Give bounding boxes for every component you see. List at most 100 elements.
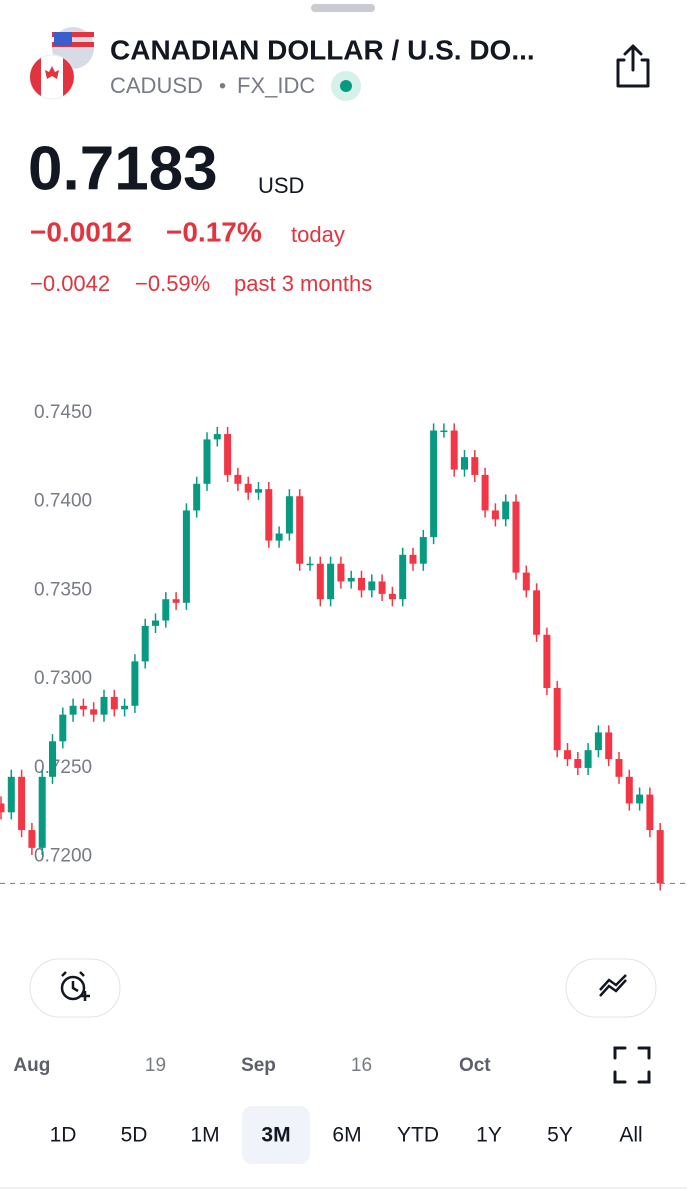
candle-body	[656, 830, 664, 884]
x-tick-label: Sep	[241, 1055, 276, 1076]
candle-body	[296, 496, 304, 564]
y-tick-label: 0.7250	[34, 757, 92, 778]
y-tick-label: 0.7200	[34, 846, 92, 867]
flag-icons	[29, 27, 94, 100]
candle-body	[419, 537, 427, 564]
candle-body	[646, 794, 654, 831]
y-tick-label: 0.7400	[34, 491, 92, 512]
candle-body	[213, 434, 221, 440]
candle-body	[203, 439, 211, 484]
candle-body	[285, 496, 293, 534]
drag-handle[interactable]	[311, 4, 375, 12]
alert-icon	[60, 971, 90, 1001]
candle-body	[90, 709, 98, 715]
candle-body	[141, 625, 149, 662]
symbol-title: CANADIAN DOLLAR / U.S. DO...	[110, 34, 535, 65]
candle-body	[316, 563, 324, 600]
candle-body	[0, 803, 5, 813]
y-tick-label: 0.7300	[34, 668, 92, 689]
candle-body	[502, 501, 510, 520]
candle-body	[615, 759, 623, 777]
candle-body	[553, 688, 561, 751]
candle-body	[121, 705, 129, 710]
candle-body	[358, 577, 365, 591]
candle-body	[378, 581, 386, 594]
separator: •	[219, 75, 226, 97]
candle-body	[605, 732, 613, 760]
candle-body	[347, 577, 355, 582]
candle-body	[491, 510, 499, 520]
candle-body	[440, 430, 448, 433]
candle-body	[430, 430, 438, 538]
candle-body	[636, 794, 644, 804]
range-button[interactable]: YTD	[397, 1124, 439, 1147]
range-button[interactable]: 5Y	[547, 1124, 573, 1147]
y-tick-label: 0.7350	[34, 579, 92, 600]
candle-body	[481, 474, 489, 511]
candle-body	[450, 430, 458, 470]
candle-body	[7, 776, 15, 813]
candle-body	[574, 759, 582, 768]
indicators-icon	[599, 974, 627, 997]
candle-body	[533, 590, 541, 635]
fullscreen-button[interactable]	[613, 1046, 651, 1084]
range-button[interactable]: All	[619, 1124, 642, 1147]
range-button[interactable]: 3M	[261, 1124, 290, 1147]
candle-body	[18, 776, 26, 831]
candle-body	[399, 554, 407, 600]
change-period-pct: −0.59%	[135, 271, 210, 296]
share-button[interactable]	[616, 44, 650, 88]
selected-range-bg	[242, 1106, 310, 1164]
candle-body	[409, 554, 417, 564]
range-button[interactable]: 1D	[50, 1124, 77, 1147]
change-today: −0.0012	[30, 216, 132, 247]
candle-body	[38, 776, 46, 848]
candle-body	[100, 696, 108, 715]
candle-body	[244, 483, 252, 493]
candle-body	[79, 705, 87, 710]
range-button[interactable]: 1M	[190, 1124, 219, 1147]
candle-body	[512, 501, 520, 573]
candle-body	[471, 457, 479, 475]
candle-body	[265, 489, 273, 541]
candle-body	[172, 599, 180, 603]
y-tick-label: 0.7450	[34, 402, 92, 423]
candle-body	[275, 533, 283, 541]
candle-body	[306, 563, 314, 566]
range-button[interactable]: 6M	[332, 1124, 361, 1147]
exchange: FX_IDC	[237, 73, 315, 98]
x-tick-label: 19	[145, 1055, 166, 1076]
candle-body	[368, 581, 376, 591]
candle-body	[234, 474, 242, 484]
candle-body	[255, 489, 262, 493]
x-tick-label: 16	[351, 1055, 372, 1076]
candle-body	[337, 563, 345, 582]
candle-body	[625, 776, 633, 804]
market-status-dot	[340, 80, 352, 92]
candle-body	[69, 705, 77, 715]
candle-body	[28, 830, 36, 848]
candle-body	[110, 696, 118, 710]
candle-body	[49, 741, 56, 777]
today-label: today	[291, 222, 345, 247]
range-button[interactable]: 1Y	[476, 1124, 502, 1147]
candle-body	[584, 750, 592, 768]
candle-body	[594, 732, 602, 751]
change-period: −0.0042	[30, 271, 110, 296]
price: 0.7183	[28, 134, 218, 203]
candle-body	[327, 563, 335, 600]
candle-body	[59, 714, 67, 742]
x-tick-label: Oct	[459, 1055, 491, 1076]
x-tick-label: Aug	[13, 1055, 50, 1076]
plot: 0.7450 0.7400 0.7350 0.7300 0.7250 0.7200	[0, 402, 687, 891]
candle-body	[131, 661, 139, 706]
candle-body	[162, 599, 170, 621]
candle-body	[193, 483, 201, 511]
candle-body	[388, 593, 396, 600]
candle-body	[182, 510, 190, 603]
candle-body	[522, 572, 530, 591]
candle-body	[564, 750, 571, 760]
candle-body	[461, 457, 468, 470]
range-button[interactable]: 5D	[121, 1124, 148, 1147]
